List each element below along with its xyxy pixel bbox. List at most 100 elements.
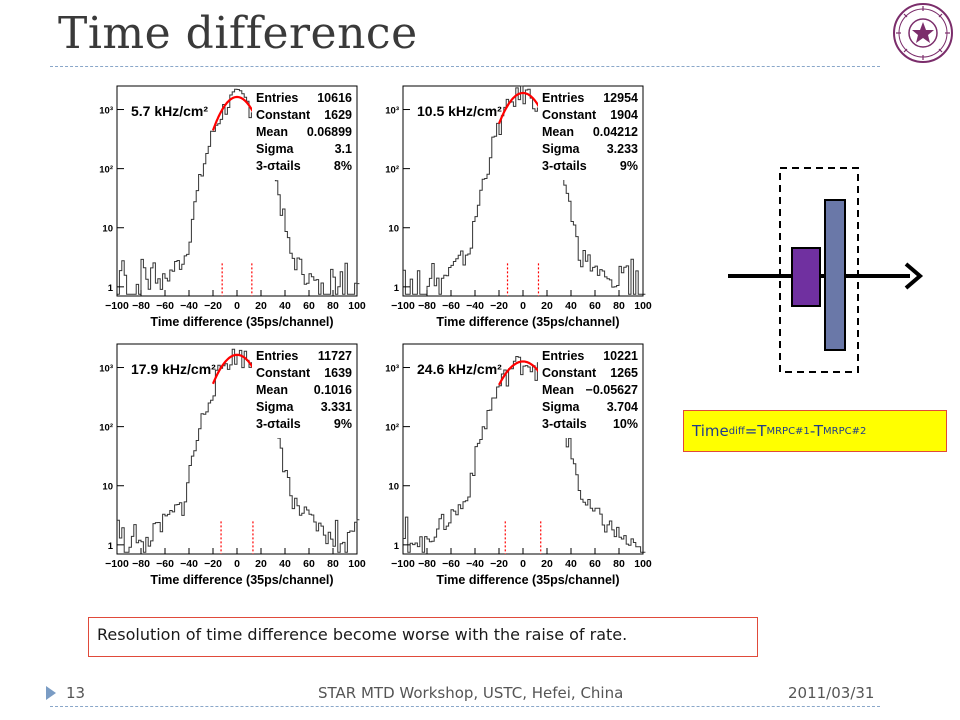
y-tick-label: 10	[102, 482, 113, 493]
stats-label: Sigma	[542, 400, 581, 414]
x-tick-label: −40	[180, 558, 198, 570]
x-tick-label: 100	[348, 558, 366, 570]
stats-box	[252, 88, 356, 180]
formula-eq: =T	[744, 422, 767, 440]
x-tick-label: −100	[105, 558, 129, 570]
title-divider	[50, 66, 880, 67]
x-tick-label: −80	[418, 300, 436, 312]
stats-value: 12954	[603, 91, 638, 105]
footer-date: 2011/03/31	[788, 684, 875, 702]
page-number: 13	[66, 684, 86, 702]
x-tick-label: 100	[634, 558, 652, 570]
stats-value: 0.04212	[593, 125, 638, 139]
stats-value: 9%	[620, 159, 638, 173]
x-axis-label: Time difference (35ps/channel)	[436, 573, 619, 587]
stats-label: 3-σtails	[256, 417, 301, 431]
x-tick-label: −60	[442, 300, 460, 312]
histogram-line	[403, 85, 646, 295]
stats-value: 3.1	[335, 142, 352, 156]
x-tick-label: 80	[327, 558, 339, 570]
stats-value: 8%	[334, 159, 352, 173]
x-tick-label: −40	[180, 300, 198, 312]
y-tick-label: 10³	[99, 106, 113, 117]
x-tick-label: −100	[391, 300, 415, 312]
histogram-panel: −100 −80 −60 −40 −20 0 20 40 60 80 100 1 10 10² 10³ Tim…	[99, 343, 366, 587]
y-tick-label: 10³	[99, 364, 113, 375]
x-tick-label: 20	[255, 300, 267, 312]
stats-value: 11727	[318, 349, 352, 363]
y-tick-label: 1	[394, 283, 400, 294]
stats-label: Constant	[256, 108, 311, 122]
x-tick-label: 60	[589, 558, 601, 570]
stats-value: 9%	[334, 417, 352, 431]
formula-sub-mrpc1: MRPC#1	[766, 425, 810, 437]
x-tick-label: −20	[204, 558, 222, 570]
y-tick-label: 1	[394, 541, 400, 552]
x-tick-label: 40	[565, 300, 577, 312]
x-tick-label: 0	[520, 558, 526, 570]
x-tick-label: 40	[565, 558, 577, 570]
footer-arrow-icon	[46, 686, 56, 700]
stats-value: 0.1016	[314, 383, 352, 397]
x-tick-label: 60	[303, 300, 315, 312]
stats-label: Mean	[542, 383, 574, 397]
x-tick-label: 0	[234, 558, 240, 570]
y-tick-label: 10³	[385, 106, 399, 117]
rate-label: 5.7 kHz/cm²	[131, 103, 208, 119]
stats-box	[538, 346, 642, 438]
detector-outline	[779, 167, 859, 373]
y-tick-label: 10	[388, 224, 399, 235]
conclusion-text: Resolution of time difference become wor…	[88, 617, 758, 657]
y-tick-label: 1	[108, 283, 114, 294]
x-tick-label: 40	[279, 558, 291, 570]
stats-label: Sigma	[256, 400, 295, 414]
mrpc1-block	[791, 247, 821, 307]
stats-label: Mean	[256, 383, 288, 397]
y-tick-label: 10²	[99, 423, 113, 434]
stats-value: 1265	[610, 366, 638, 380]
x-tick-label: −80	[418, 558, 436, 570]
stats-label: Constant	[542, 108, 597, 122]
stats-label: Entries	[542, 349, 584, 363]
mrpc-setup-diagram	[728, 167, 924, 373]
stats-label: Constant	[256, 366, 311, 380]
formula-base: Time	[692, 422, 729, 440]
stats-value: 10221	[603, 349, 638, 363]
stats-value: −0.05627	[586, 383, 639, 397]
stats-box	[538, 88, 642, 180]
x-tick-label: 60	[303, 558, 315, 570]
rate-label: 24.6 kHz/cm²	[417, 361, 502, 377]
x-tick-label: 20	[541, 558, 553, 570]
rate-label: 17.9 kHz/cm²	[131, 361, 216, 377]
histogram-panel: −100 −80 −60 −40 −20 0 20 40 60 80 100 1 10 10² 10³ Tim…	[385, 85, 652, 329]
stats-value: 0.06899	[307, 125, 352, 139]
x-tick-label: −80	[132, 558, 150, 570]
stats-value: 3.704	[607, 400, 638, 414]
x-axis-label: Time difference (35ps/channel)	[436, 315, 619, 329]
x-tick-label: 100	[634, 300, 652, 312]
stats-value: 3.233	[607, 142, 638, 156]
stats-value: 10%	[613, 417, 638, 431]
stats-label: Constant	[542, 366, 597, 380]
histogram-grid: −100 −80 −60 −40 −20 0 20 40 60 80 100 1 10 10² 10³ Tim…	[97, 80, 668, 595]
x-tick-label: −60	[156, 558, 174, 570]
stats-label: 3-σtails	[256, 159, 301, 173]
stats-value: 1904	[610, 108, 638, 122]
histogram-panel: −100 −80 −60 −40 −20 0 20 40 60 80 100 1 10 10² 10³ Tim…	[385, 343, 652, 587]
stats-box	[252, 346, 356, 438]
mrpc2-block	[824, 199, 846, 351]
stats-label: Mean	[256, 125, 288, 139]
x-tick-label: 80	[613, 558, 625, 570]
y-tick-label: 10	[388, 482, 399, 493]
histogram-line	[117, 88, 360, 295]
stats-value: 1639	[324, 366, 352, 380]
x-tick-label: 0	[234, 300, 240, 312]
histogram-panels: −100 −80 −60 −40 −20 0 20 40 60 80 10011010²10³Tim…	[99, 85, 652, 587]
university-seal-icon	[893, 3, 953, 63]
stats-label: Sigma	[256, 142, 295, 156]
histogram-panel: −100 −80 −60 −40 −20 0 20 40 60 80 100 1 10 10² 10³ Tim…	[99, 85, 366, 329]
stats-label: Sigma	[542, 142, 581, 156]
x-tick-label: −100	[105, 300, 129, 312]
x-tick-label: −20	[490, 558, 508, 570]
x-axis-label: Time difference (35ps/channel)	[150, 315, 333, 329]
